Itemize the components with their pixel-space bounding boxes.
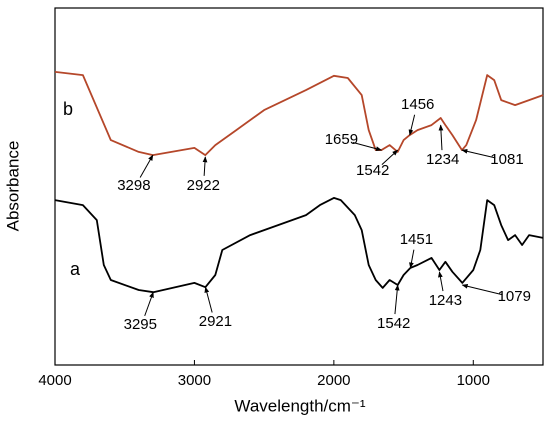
annotation-arrow: [461, 283, 503, 296]
annotation-arrow: [144, 291, 154, 317]
annotation-arrow: [409, 249, 415, 269]
annotation-arrow: [438, 124, 444, 151]
annotation-arrow: [461, 148, 496, 159]
annotation-label: 1542: [356, 162, 389, 179]
annotation-label: 1234: [426, 151, 459, 168]
series-label: a: [70, 259, 81, 279]
annotation-arrow: [204, 286, 213, 313]
annotation-label: 1456: [401, 96, 434, 113]
spectrum-line: [54, 197, 544, 294]
annotation-arrow: [408, 114, 416, 136]
annotation-arrow: [139, 154, 154, 178]
annotation-label: 1451: [400, 231, 433, 248]
x-tick-label: 4000: [38, 372, 71, 389]
annotation-label: 1243: [429, 292, 462, 309]
annotation-label: 1081: [490, 151, 523, 168]
spectrum-line: [54, 71, 544, 156]
annotation-label: 2922: [187, 177, 220, 194]
annotation-arrow: [394, 284, 400, 315]
x-axis-title: Wavelength/cm⁻¹: [234, 396, 365, 415]
annotation-label: 1079: [498, 288, 531, 305]
annotation-arrow: [202, 156, 208, 176]
annotation-label: 3298: [117, 177, 150, 194]
annotation-arrow: [438, 271, 444, 292]
x-tick-label: 1000: [457, 372, 490, 389]
annotation-label: 1659: [325, 131, 358, 148]
plot-frame: [54, 7, 544, 366]
y-axis-title: Absorbance: [3, 141, 22, 232]
series-label: b: [63, 99, 73, 119]
annotation-arrow: [381, 149, 399, 166]
x-tick-label: 3000: [178, 372, 211, 389]
x-tick-label: 2000: [317, 372, 350, 389]
annotation-arrow: [352, 142, 382, 152]
annotation-label: 3295: [124, 316, 157, 333]
annotation-label: 1542: [377, 315, 410, 332]
annotation-label: 2921: [199, 313, 232, 330]
